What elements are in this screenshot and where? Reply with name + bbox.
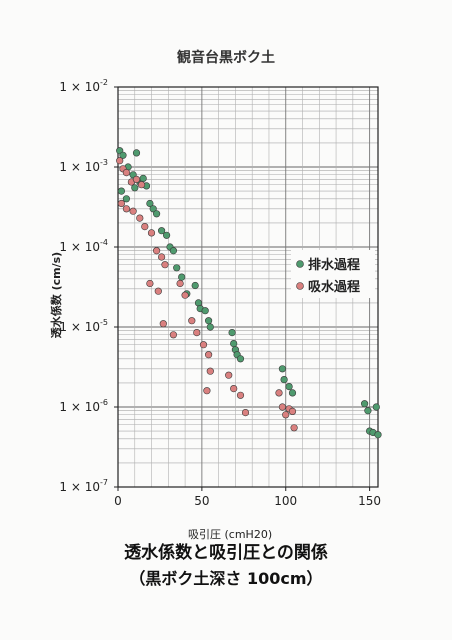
data-point: [203, 387, 211, 395]
data-point: [236, 355, 245, 363]
data-point: [230, 385, 238, 393]
data-point: [288, 407, 297, 416]
data-point: [374, 431, 382, 439]
y-tick-label: 1 × 10-2: [59, 78, 108, 94]
data-point: [176, 279, 184, 288]
data-point: [129, 207, 137, 215]
data-point: [146, 199, 154, 208]
y-tick-label: 1 × 10-6: [59, 398, 108, 414]
data-point: [158, 227, 166, 235]
data-point: [136, 214, 144, 222]
data-point: [122, 195, 130, 203]
data-point: [169, 331, 177, 339]
y-tick-label: 1 × 10-3: [59, 158, 108, 174]
plot-border: [117, 86, 379, 488]
legend-label: 吸水過程: [308, 279, 360, 295]
data-point: [149, 205, 157, 213]
data-point: [228, 329, 236, 337]
legend-marker: [296, 260, 304, 268]
data-point: [199, 341, 208, 349]
x-ticks: 0 50 100 150: [114, 487, 381, 508]
data-point: [205, 317, 213, 325]
data-point: [132, 175, 141, 183]
data-point: [132, 149, 141, 157]
data-point: [163, 231, 171, 239]
data-point: [119, 151, 127, 159]
data-point: [159, 320, 167, 328]
data-point: [205, 351, 213, 359]
data-point: [116, 157, 124, 165]
data-point: [141, 223, 149, 231]
y-axis-label: 透水係数 (cm/s): [49, 252, 63, 338]
figure-caption-line-1: 透水係数と吸引圧との関係: [124, 543, 328, 563]
data-point: [193, 329, 201, 337]
data-point: [158, 253, 166, 261]
data-point: [117, 187, 125, 195]
series-absorption: [116, 157, 298, 432]
data-point: [280, 376, 288, 384]
data-point: [153, 247, 161, 255]
data-point: [188, 317, 196, 325]
data-point: [275, 389, 283, 397]
x-tick-label: 0: [114, 494, 122, 508]
figure-caption-line-2: （黒ボク土深さ 100cm）: [129, 569, 323, 588]
data-point: [147, 229, 156, 237]
data-point: [122, 205, 130, 213]
data-point: [278, 365, 287, 373]
data-point: [285, 383, 293, 391]
data-point: [122, 169, 130, 177]
data-point: [161, 261, 169, 269]
data-point: [225, 371, 233, 379]
data-point: [361, 400, 369, 408]
y-tick-label: 1 × 10-5: [59, 318, 108, 334]
data-point: [146, 279, 154, 288]
data-points: [116, 147, 382, 439]
data-point: [173, 264, 181, 272]
y-ticks: 1 × 10-2 1 × 10-3 1 × 10-4 1 × 10-5 1 × 10-6…: [59, 78, 118, 494]
data-point: [282, 411, 290, 419]
data-point: [290, 424, 298, 432]
data-point: [372, 403, 380, 411]
data-point: [236, 391, 245, 399]
data-point: [154, 287, 162, 295]
chart-title: 観音台黒ボク土: [177, 50, 275, 66]
legend-marker: [296, 282, 304, 290]
data-point: [131, 184, 139, 192]
x-axis-label: 吸引圧 (cmH20): [188, 528, 273, 541]
data-point: [206, 367, 214, 375]
x-tick-label: 150: [358, 494, 381, 508]
y-tick-label: 1 × 10-7: [59, 478, 108, 494]
data-point: [153, 210, 161, 218]
data-point: [117, 199, 125, 208]
data-point: [288, 389, 297, 397]
data-point: [201, 307, 209, 315]
data-point: [230, 340, 238, 348]
y-tick-label: 1 × 10-4: [59, 238, 108, 254]
data-point: [278, 403, 287, 411]
data-point: [206, 323, 214, 331]
data-point: [364, 407, 372, 415]
plot-frame: [117, 86, 379, 488]
x-tick-label: 100: [274, 494, 297, 508]
data-point: [241, 409, 250, 417]
data-point: [169, 247, 177, 255]
legend-box: [291, 250, 375, 298]
legend-label: 排水過程: [308, 257, 360, 273]
data-point: [181, 291, 189, 299]
data-point: [139, 174, 147, 182]
series-drainage: [116, 147, 382, 439]
data-point: [137, 181, 146, 189]
x-tick-label: 50: [194, 494, 209, 508]
data-point: [191, 281, 199, 290]
data-point: [178, 273, 186, 281]
